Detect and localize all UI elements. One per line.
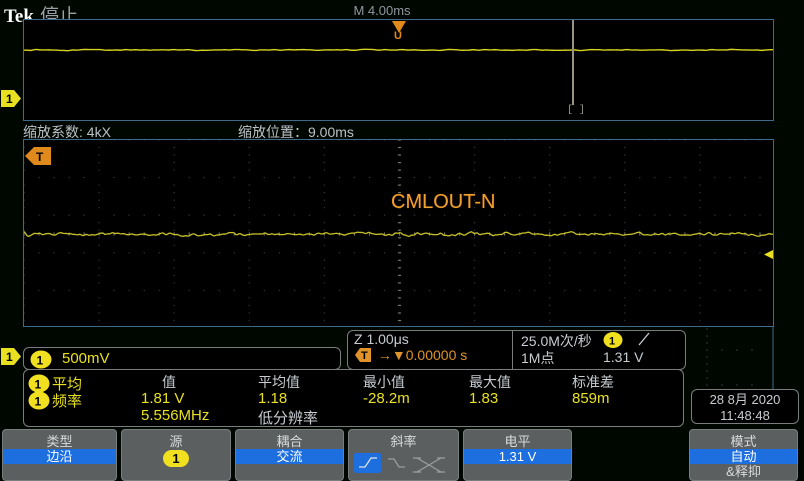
svg-text:1: 1 — [35, 395, 42, 409]
svg-text:1: 1 — [35, 378, 42, 392]
svg-text:1: 1 — [6, 350, 13, 364]
svg-text:1: 1 — [6, 92, 13, 106]
svg-text:1: 1 — [37, 354, 44, 368]
svg-text:T: T — [36, 150, 44, 164]
svg-text:T: T — [361, 350, 368, 362]
svg-text:1: 1 — [609, 336, 615, 348]
